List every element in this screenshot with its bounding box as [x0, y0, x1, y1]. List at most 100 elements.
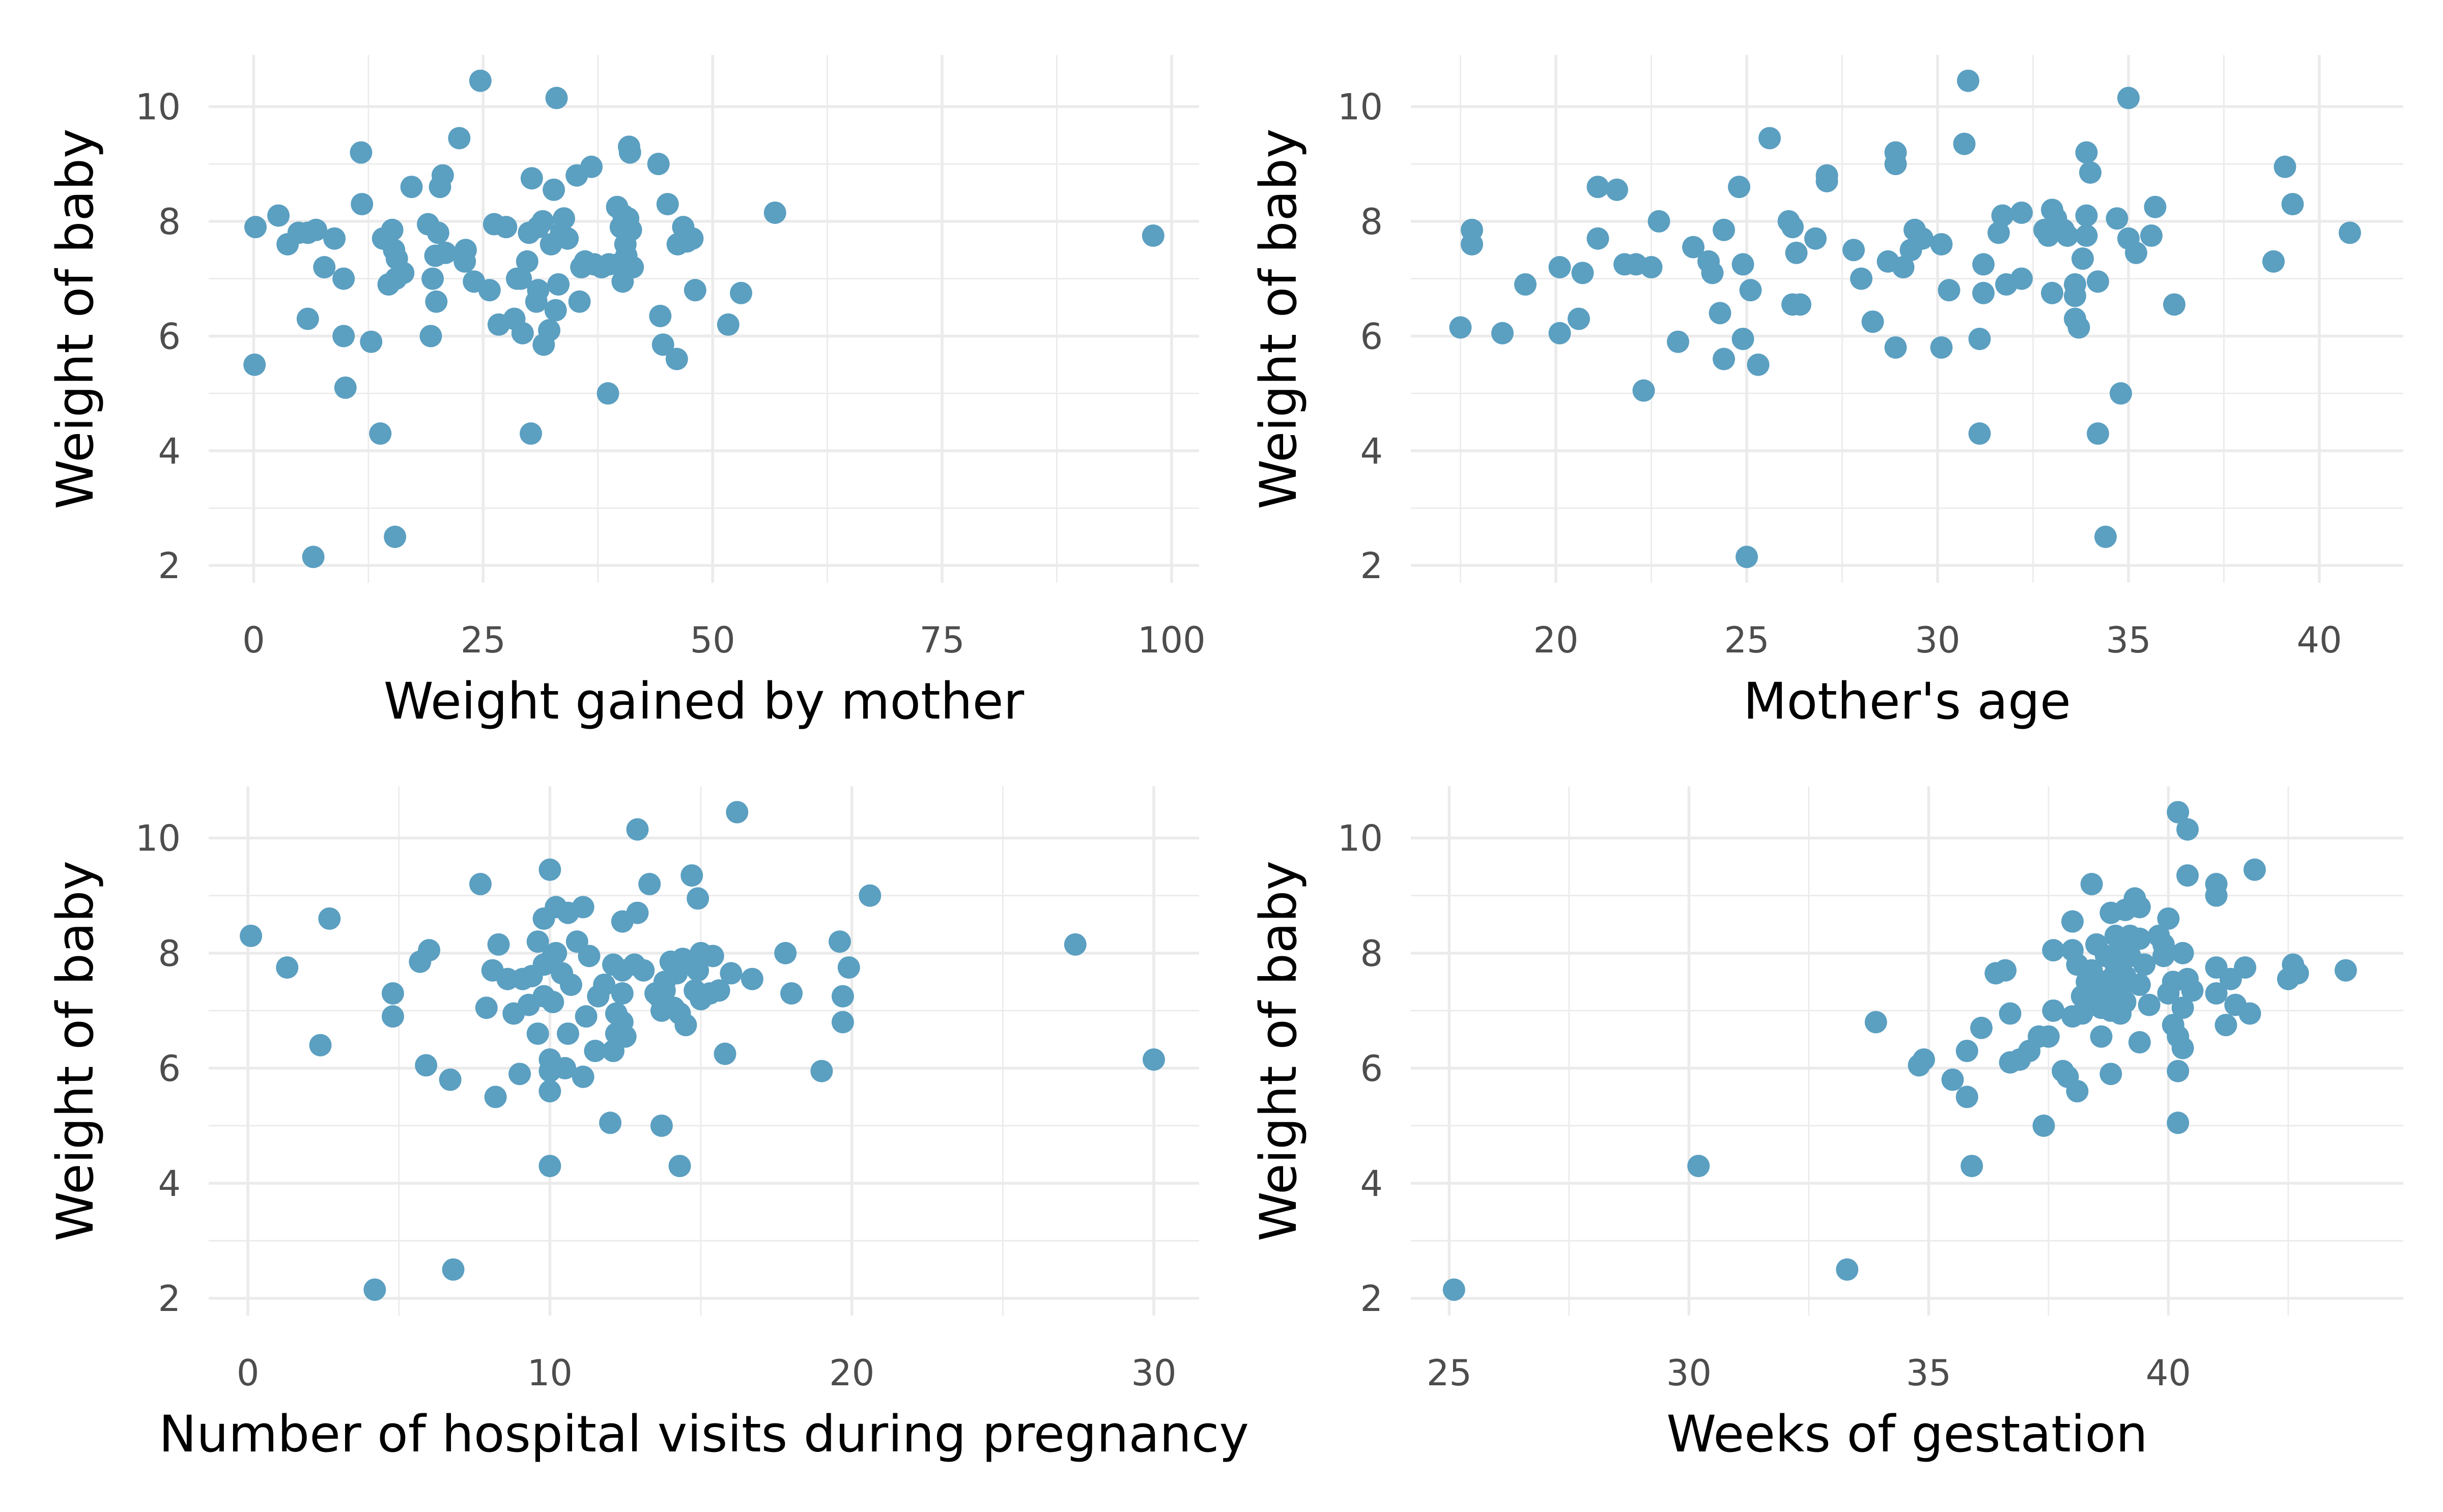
data-point: [469, 873, 492, 896]
data-point: [557, 1022, 580, 1045]
data-point: [520, 422, 543, 445]
data-point: [520, 167, 543, 190]
data-points: [1442, 801, 2357, 1301]
data-point: [1785, 241, 1808, 264]
data-point: [2281, 193, 2304, 216]
data-point: [2181, 979, 2204, 1002]
x-axis-title: Number of hospital visits during pregnan…: [159, 1405, 1249, 1464]
x-tick-label: 75: [919, 619, 964, 661]
data-point: [687, 959, 709, 982]
data-point: [2079, 161, 2101, 184]
data-point: [1461, 233, 1483, 255]
y-axis-title: Weight of baby: [46, 861, 105, 1241]
data-point: [1713, 218, 1735, 241]
data-point: [1064, 933, 1087, 956]
data-point: [418, 939, 441, 962]
data-point: [2167, 1111, 2190, 1134]
data-point: [2128, 974, 2151, 996]
data-point: [544, 299, 567, 322]
data-point: [707, 979, 730, 1002]
y-tick-label: 10: [135, 818, 181, 860]
data-point: [2125, 241, 2147, 264]
data-point: [651, 333, 674, 356]
data-point: [741, 967, 763, 990]
data-point: [543, 178, 565, 201]
data-point: [1938, 279, 1961, 302]
data-point: [527, 279, 550, 302]
y-tick-label: 4: [158, 431, 181, 472]
data-point: [2090, 1025, 2113, 1048]
data-point: [2061, 910, 2084, 933]
y-axis-title: Weight of baby: [46, 128, 105, 509]
data-point: [1143, 1048, 1166, 1071]
data-point: [381, 1005, 404, 1028]
data-point: [665, 348, 688, 370]
data-point: [1758, 127, 1781, 150]
data-point: [1640, 256, 1663, 279]
data-point: [1930, 336, 1953, 359]
data-point: [2286, 962, 2309, 985]
x-tick-label: 20: [1533, 619, 1578, 661]
data-point: [2157, 907, 2180, 930]
data-point: [717, 313, 740, 336]
data-point: [2205, 982, 2228, 1005]
data-point: [305, 218, 328, 241]
data-point: [240, 924, 263, 947]
data-point: [1667, 330, 1689, 353]
data-point: [425, 290, 448, 313]
data-point: [2205, 884, 2228, 907]
data-point: [668, 1155, 691, 1178]
data-point: [1548, 322, 1571, 345]
data-point: [442, 1258, 465, 1281]
data-point: [243, 353, 266, 376]
data-point: [556, 227, 579, 250]
data-point: [611, 982, 634, 1005]
data-point: [547, 273, 570, 296]
data-point: [1864, 1011, 1887, 1034]
data-point: [296, 307, 319, 330]
grid-lines: [1411, 55, 2403, 583]
data-point: [369, 422, 392, 445]
data-point: [1999, 1002, 2022, 1025]
y-tick-label: 4: [1360, 1163, 1383, 1205]
x-tick-label: 35: [1906, 1352, 1951, 1394]
data-point: [1930, 233, 1953, 255]
data-point: [478, 279, 501, 302]
data-point: [2274, 155, 2296, 178]
data-point: [2080, 873, 2103, 896]
grid-lines: [209, 55, 1199, 583]
data-point: [350, 141, 373, 164]
data-point: [619, 218, 642, 241]
data-point: [2167, 1060, 2190, 1082]
data-point: [1968, 327, 1991, 350]
data-point: [859, 884, 882, 907]
data-point: [448, 127, 471, 150]
data-point: [1955, 1040, 1978, 1062]
x-tick-label: 35: [2106, 619, 2151, 661]
data-point: [831, 1011, 854, 1034]
data-point: [542, 990, 564, 1013]
data-point: [1514, 273, 1537, 296]
data-point: [2066, 1080, 2089, 1103]
data-point: [469, 69, 492, 92]
data-point: [2234, 956, 2257, 979]
y-tick-label: 8: [158, 933, 181, 975]
y-tick-label: 2: [1360, 545, 1383, 587]
data-point: [1701, 262, 1724, 284]
data-point: [415, 1054, 438, 1077]
data-point: [1709, 302, 1731, 325]
data-point: [714, 1042, 736, 1065]
data-point: [2056, 224, 2079, 247]
data-point: [684, 279, 706, 302]
data-point: [1789, 293, 1811, 316]
data-point: [302, 546, 325, 568]
data-point: [431, 164, 454, 187]
data-point: [453, 250, 476, 273]
data-point: [318, 907, 341, 930]
x-tick-label: 25: [1427, 1352, 1472, 1394]
data-point: [421, 267, 444, 290]
data-point: [2087, 270, 2109, 293]
data-point: [2075, 141, 2098, 164]
data-point: [363, 1278, 386, 1301]
